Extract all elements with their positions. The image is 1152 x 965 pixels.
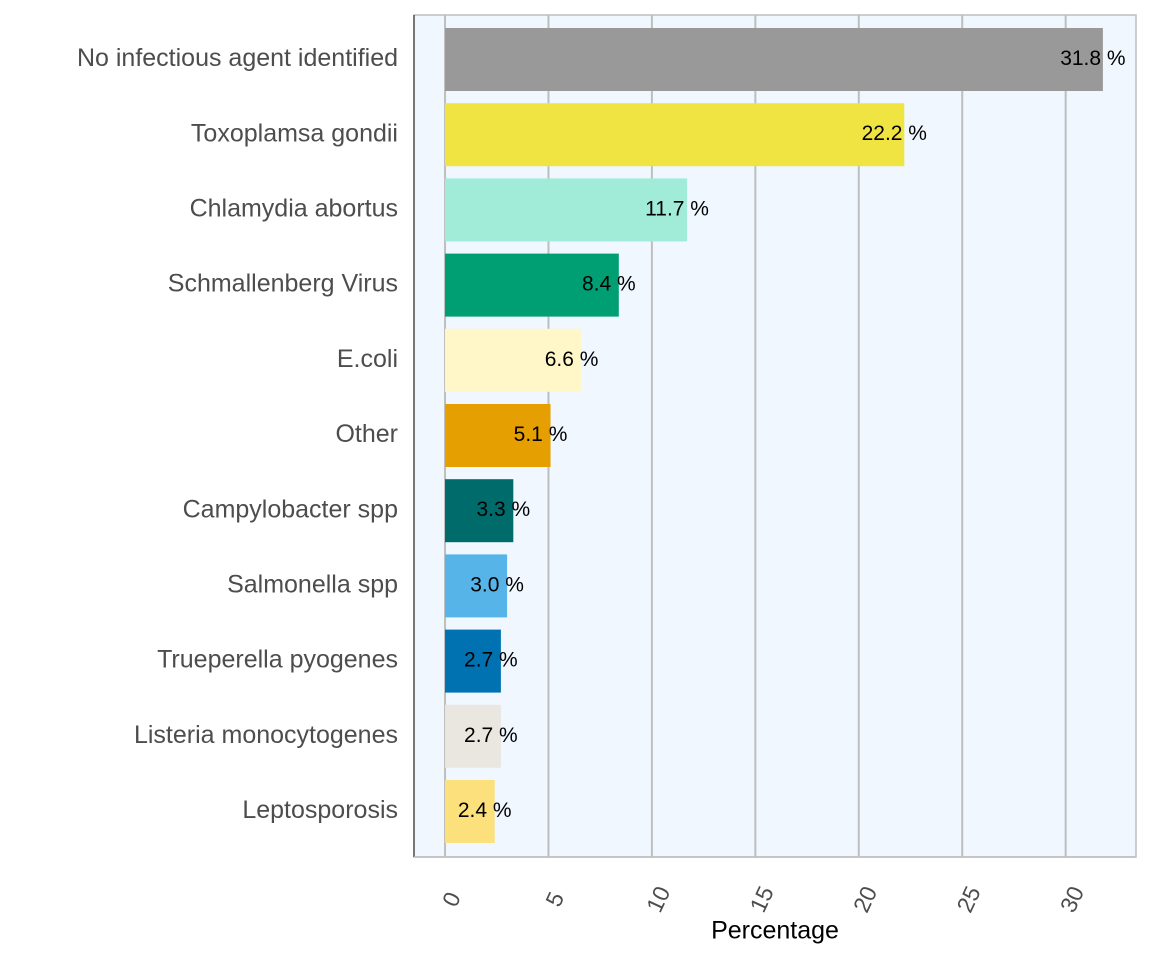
bar-5 [445,328,582,392]
bar-7 [445,479,514,543]
data-label-11: 2.4 % [458,799,512,822]
bar-8 [445,554,508,618]
data-label-1: 31.8 % [1060,47,1125,70]
y-axis-category-labels: No infectious agent identified Toxoplamsa… [77,44,398,824]
bar-9 [445,629,501,693]
data-label-7: 3.3 % [476,498,530,521]
y-category-label-6: Other [335,420,398,448]
y-category-label-9: Trueperella pyogenes [157,646,398,674]
y-category-label-10: Listeria monocytogenes [134,721,398,749]
bar-4 [445,253,619,317]
bar-11 [445,780,495,843]
bar-1 [445,28,1103,91]
data-label-2: 22.2 % [862,122,927,145]
data-labels: 31.8 % 22.2 % 11.7 % 8.4 % 6.6 % 5.1 % 3.3 % 3.… [458,47,1126,822]
data-label-5: 6.6 % [545,348,599,371]
bar-3 [445,178,688,242]
bar-6 [445,404,551,467]
y-category-label-11: Leptosporosis [242,796,398,824]
y-category-label-4: Schmallenberg Virus [168,270,398,298]
data-label-8: 3.0 % [470,573,524,596]
bar-2 [445,103,905,167]
y-category-label-8: Salmonella spp [227,571,398,599]
data-label-4: 8.4 % [582,273,636,296]
bar-10 [445,704,501,768]
data-label-3: 11.7 % [645,197,709,220]
y-category-label-5: E.coli [337,345,398,373]
x-axis-title: Percentage [711,917,839,945]
y-category-label-7: Campylobacter spp [183,495,398,523]
y-category-label-1: No infectious agent identified [77,44,398,72]
y-category-label-3: Chlamydia abortus [190,195,398,223]
y-category-label-2: Toxoplamsa gondii [191,119,398,147]
data-label-6: 5.1 % [514,423,568,446]
data-label-9: 2.7 % [464,649,518,672]
data-label-10: 2.7 % [464,724,518,747]
bars [445,28,1103,843]
